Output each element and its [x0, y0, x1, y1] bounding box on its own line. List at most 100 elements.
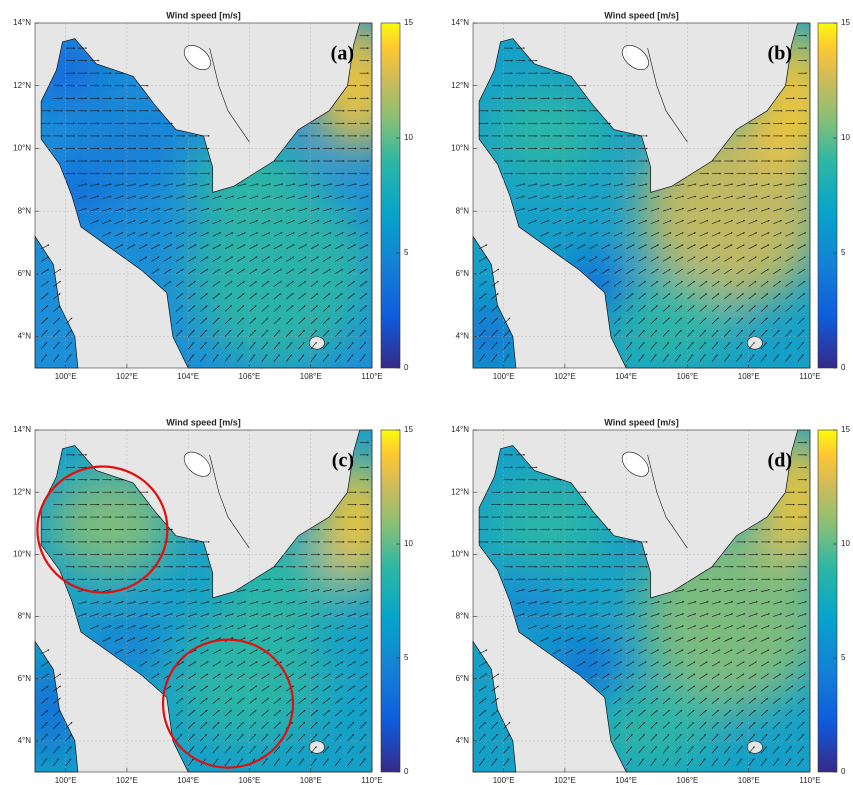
wind-arrow	[577, 232, 586, 237]
wind-arrow	[625, 293, 634, 300]
x-tick-label: 104°E	[615, 372, 637, 381]
wind-arrow	[188, 183, 198, 187]
wind-arrow	[212, 342, 219, 350]
wind-arrow	[102, 183, 112, 187]
wind-arrow	[163, 183, 173, 187]
wind-arrow	[724, 207, 734, 212]
wind-arrow	[347, 268, 356, 275]
wind-arrow	[650, 293, 658, 300]
y-tick-label: 12°N	[13, 487, 31, 496]
wind-arrow	[736, 183, 746, 187]
map-panel: 100°E 102°E 104°E 106°E 108°E 110°E 4°N 6°N 8°N 1…	[451, 10, 850, 381]
wind-arrow	[552, 232, 562, 237]
wind-arrow	[310, 183, 320, 187]
wind-arrow	[797, 183, 807, 187]
wind-arrow	[797, 207, 807, 212]
wind-arrow	[139, 601, 149, 605]
axes-frame	[472, 22, 811, 369]
wind-arrow	[724, 317, 731, 325]
wind-arrow	[503, 317, 511, 325]
wind-arrow	[785, 342, 792, 350]
wind-arrow	[212, 232, 222, 237]
wind-arrow	[90, 183, 100, 187]
wind-arrow	[249, 293, 257, 300]
wind-arrow	[675, 183, 685, 187]
wind-arrow	[310, 220, 320, 225]
wind-arrow	[347, 232, 356, 237]
y-tick-label: 6°N	[456, 674, 470, 683]
wind-arrow	[736, 317, 744, 325]
wind-arrow	[261, 305, 269, 312]
wind-arrow	[601, 195, 611, 199]
wind-arrow	[626, 207, 635, 212]
wind-arrow	[601, 256, 610, 262]
wind-arrow	[212, 317, 220, 325]
wind-arrow	[187, 329, 195, 337]
wind-arrow	[785, 183, 795, 187]
wind-arrow	[310, 329, 318, 337]
wind-arrow	[102, 232, 111, 237]
wind-arrow	[310, 317, 318, 325]
wind-arrow	[212, 256, 221, 262]
wind-arrow	[102, 220, 112, 225]
wind-arrow	[151, 195, 161, 199]
wind-arrow	[139, 232, 148, 237]
wind-arrow	[564, 220, 574, 225]
wind-arrow	[236, 342, 244, 350]
wind-arrow	[139, 661, 148, 667]
wind-arrow	[613, 207, 623, 212]
wind-arrow	[748, 232, 758, 237]
wind-arrow	[175, 195, 185, 199]
wind-arrow	[785, 256, 794, 262]
colorbar-tick-label: 15	[841, 425, 850, 434]
wind-arrow	[236, 354, 243, 362]
wind-arrow	[723, 329, 731, 337]
wind-arrow	[687, 280, 695, 287]
wind-arrow	[638, 342, 645, 350]
wind-arrow	[114, 220, 124, 225]
wind-arrow	[102, 589, 112, 592]
wind-arrow	[347, 244, 356, 250]
wind-arrow	[552, 207, 562, 212]
wind-arrow	[163, 232, 173, 237]
wind-arrow	[589, 207, 599, 212]
wind-vectors	[40, 441, 370, 766]
wind-arrow	[650, 317, 658, 325]
wind-arrow	[286, 293, 294, 300]
wind-arrow	[249, 317, 257, 325]
speed-blob	[50, 470, 173, 577]
colorbar-tick-label: 10	[404, 133, 413, 142]
panel-label: (a)	[331, 43, 354, 65]
wind-arrow	[699, 268, 708, 275]
wind-arrow	[273, 195, 283, 199]
y-tick-label: 4°N	[18, 332, 32, 341]
wind-arrow	[528, 207, 537, 212]
x-tick-label: 102°E	[116, 372, 138, 381]
wind-arrow	[797, 329, 805, 337]
wind-arrow	[188, 220, 197, 225]
wind-arrow	[564, 195, 574, 199]
wind-arrow	[687, 354, 694, 362]
wind-arrow	[785, 329, 792, 337]
wind-arrow	[212, 329, 220, 337]
wind-arrow	[261, 244, 270, 250]
wind-arrow	[687, 183, 697, 187]
wind-arrow	[760, 342, 768, 350]
wind-arrow	[322, 342, 330, 350]
wind-arrow	[261, 256, 270, 262]
wind-arrow	[298, 305, 306, 312]
wind-arrow	[736, 280, 745, 287]
wind-arrow	[687, 342, 694, 350]
wind-arrow	[77, 195, 87, 199]
x-tick-label: 110°E	[361, 776, 382, 785]
wind-arrow	[53, 280, 61, 287]
wind-arrow	[298, 342, 305, 350]
wind-arrow	[310, 244, 319, 250]
wind-arrow	[699, 305, 707, 312]
wind-arrow	[711, 195, 721, 199]
wind-arrow	[200, 342, 207, 350]
wind-arrow	[212, 207, 222, 212]
wind-arrow	[298, 329, 305, 337]
coastline	[40, 429, 373, 773]
y-tick-label: 4°N	[18, 736, 32, 745]
